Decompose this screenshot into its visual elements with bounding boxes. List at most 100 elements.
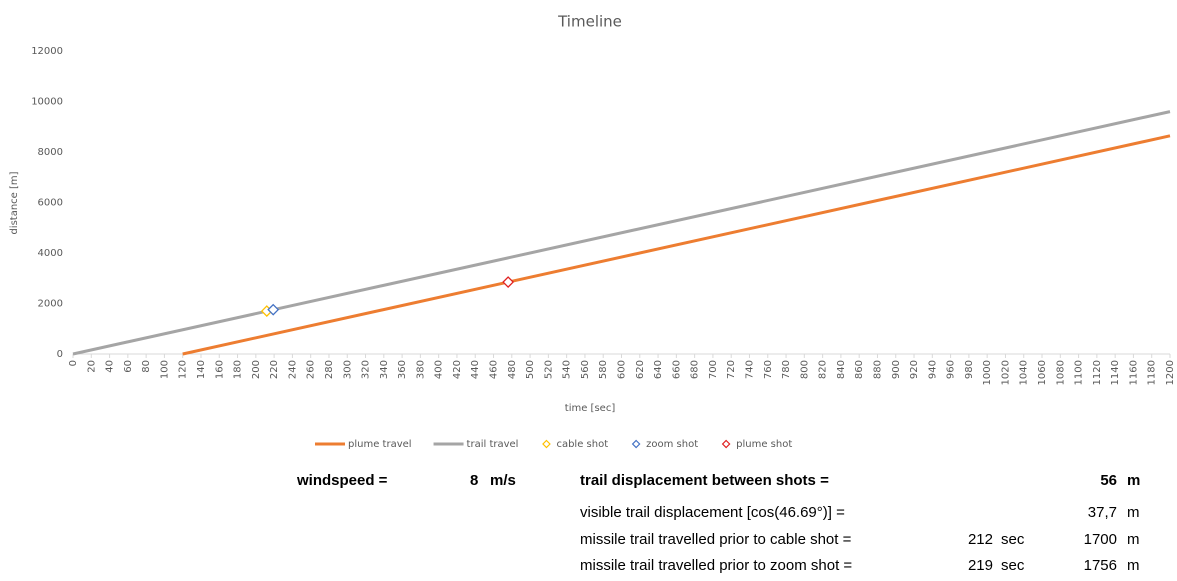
summary-value: 1756	[1084, 557, 1117, 574]
series-line	[182, 134, 1171, 356]
legend-label: cable shot	[556, 439, 608, 450]
x-tick-label: 880	[872, 360, 883, 379]
x-tick-label: 800	[799, 360, 810, 379]
x-tick-label: 260	[306, 360, 317, 379]
x-tick-label: 40	[105, 360, 116, 373]
legend-label: plume travel	[348, 439, 412, 450]
x-tick-label: 120	[178, 360, 189, 379]
x-tick-label: 160	[214, 360, 225, 379]
series-line	[72, 110, 1171, 356]
y-tick-label: 12000	[31, 46, 63, 57]
x-tick-label: 460	[489, 360, 500, 379]
x-tick-label: 1060	[1037, 360, 1048, 385]
summary-label: trail displacement between shots =	[580, 472, 829, 489]
x-tick-label: 680	[690, 360, 701, 379]
x-tick-label: 840	[836, 360, 847, 379]
y-tick-label: 10000	[31, 97, 63, 108]
x-tick-label: 200	[251, 360, 262, 379]
y-tick-label: 6000	[38, 198, 63, 209]
summary-time: 212	[968, 531, 993, 548]
x-tick-label: 1160	[1128, 360, 1139, 385]
x-tick-label: 900	[891, 360, 902, 379]
x-tick-label: 1080	[1055, 360, 1066, 385]
x-tick-label: 860	[854, 360, 865, 379]
x-tick-label: 380	[415, 360, 426, 379]
summary-unit: m	[1127, 531, 1140, 548]
x-tick-label: 740	[744, 360, 755, 379]
summary-time-unit: sec	[1001, 531, 1025, 548]
windspeed-unit: m/s	[490, 472, 516, 489]
windspeed-value: 8	[470, 472, 478, 489]
legend-swatch	[542, 439, 551, 449]
x-tick-label: 1120	[1092, 360, 1103, 385]
x-tick-label: 20	[86, 360, 97, 373]
x-tick-label: 760	[763, 360, 774, 379]
y-axis-label: distance [m]	[9, 171, 20, 234]
y-tick-label: 8000	[38, 147, 63, 158]
x-tick-label: 360	[397, 360, 408, 379]
x-tick-label: 400	[434, 360, 445, 379]
x-tick-label: 700	[708, 360, 719, 379]
y-tick-label: 4000	[38, 248, 63, 259]
legend-label: trail travel	[467, 439, 519, 450]
x-tick-label: 780	[781, 360, 792, 379]
x-tick-label: 340	[379, 360, 390, 379]
x-tick-label: 940	[927, 360, 938, 379]
x-tick-label: 580	[598, 360, 609, 379]
x-tick-label: 560	[580, 360, 591, 379]
x-tick-label: 440	[470, 360, 481, 379]
x-tick-label: 960	[946, 360, 957, 379]
x-tick-label: 600	[617, 360, 628, 379]
summary-label: visible trail displacement [cos(46.69°)]…	[580, 504, 845, 521]
summary-label: missile trail travelled prior to cable s…	[580, 531, 852, 548]
x-tick-label: 280	[324, 360, 335, 379]
chart-title: Timeline	[557, 13, 622, 31]
y-tick-label: 2000	[38, 299, 63, 310]
x-tick-label: 320	[361, 360, 372, 379]
x-tick-label: 220	[269, 360, 280, 379]
summary-value: 1700	[1084, 531, 1117, 548]
summary-label: missile trail travelled prior to zoom sh…	[580, 557, 852, 574]
x-tick-label: 1200	[1165, 360, 1176, 385]
x-tick-label: 240	[287, 360, 298, 379]
y-tick-label: 0	[57, 349, 63, 360]
data-point	[267, 303, 280, 316]
summary-unit: m	[1127, 504, 1140, 521]
x-tick-label: 920	[909, 360, 920, 379]
legend-swatch	[631, 439, 641, 449]
x-tick-label: 1000	[982, 360, 993, 385]
x-tick-label: 640	[653, 360, 664, 379]
x-tick-label: 180	[233, 360, 244, 379]
x-tick-label: 80	[141, 360, 152, 373]
x-tick-label: 660	[671, 360, 682, 379]
summary-value: 56	[1100, 472, 1117, 489]
x-tick-label: 620	[635, 360, 646, 379]
x-axis-label: time [sec]	[565, 403, 616, 414]
x-tick-label: 980	[964, 360, 975, 379]
x-tick-label: 480	[507, 360, 518, 379]
x-tick-label: 60	[123, 360, 134, 373]
x-tick-label: 100	[159, 360, 170, 379]
x-tick-label: 1100	[1074, 360, 1085, 385]
windspeed-label: windspeed =	[296, 472, 388, 489]
legend-label: zoom shot	[646, 439, 698, 450]
x-tick-label: 140	[196, 360, 207, 379]
x-tick-label: 1140	[1110, 360, 1121, 385]
legend-label: plume shot	[736, 439, 792, 450]
x-tick-label: 0	[68, 360, 79, 366]
x-tick-label: 500	[525, 360, 536, 379]
x-tick-label: 1020	[1000, 360, 1011, 385]
x-tick-label: 540	[562, 360, 573, 379]
legend-swatch	[721, 439, 731, 449]
x-tick-label: 1040	[1019, 360, 1030, 385]
x-tick-label: 820	[818, 360, 829, 379]
data-point	[502, 276, 515, 288]
summary-time-unit: sec	[1001, 557, 1025, 574]
x-tick-label: 420	[452, 360, 463, 379]
summary-unit: m	[1127, 557, 1140, 574]
x-tick-label: 300	[342, 360, 353, 379]
x-tick-label: 1180	[1147, 360, 1158, 385]
summary-unit: m	[1127, 472, 1140, 489]
summary-time: 219	[968, 557, 993, 574]
